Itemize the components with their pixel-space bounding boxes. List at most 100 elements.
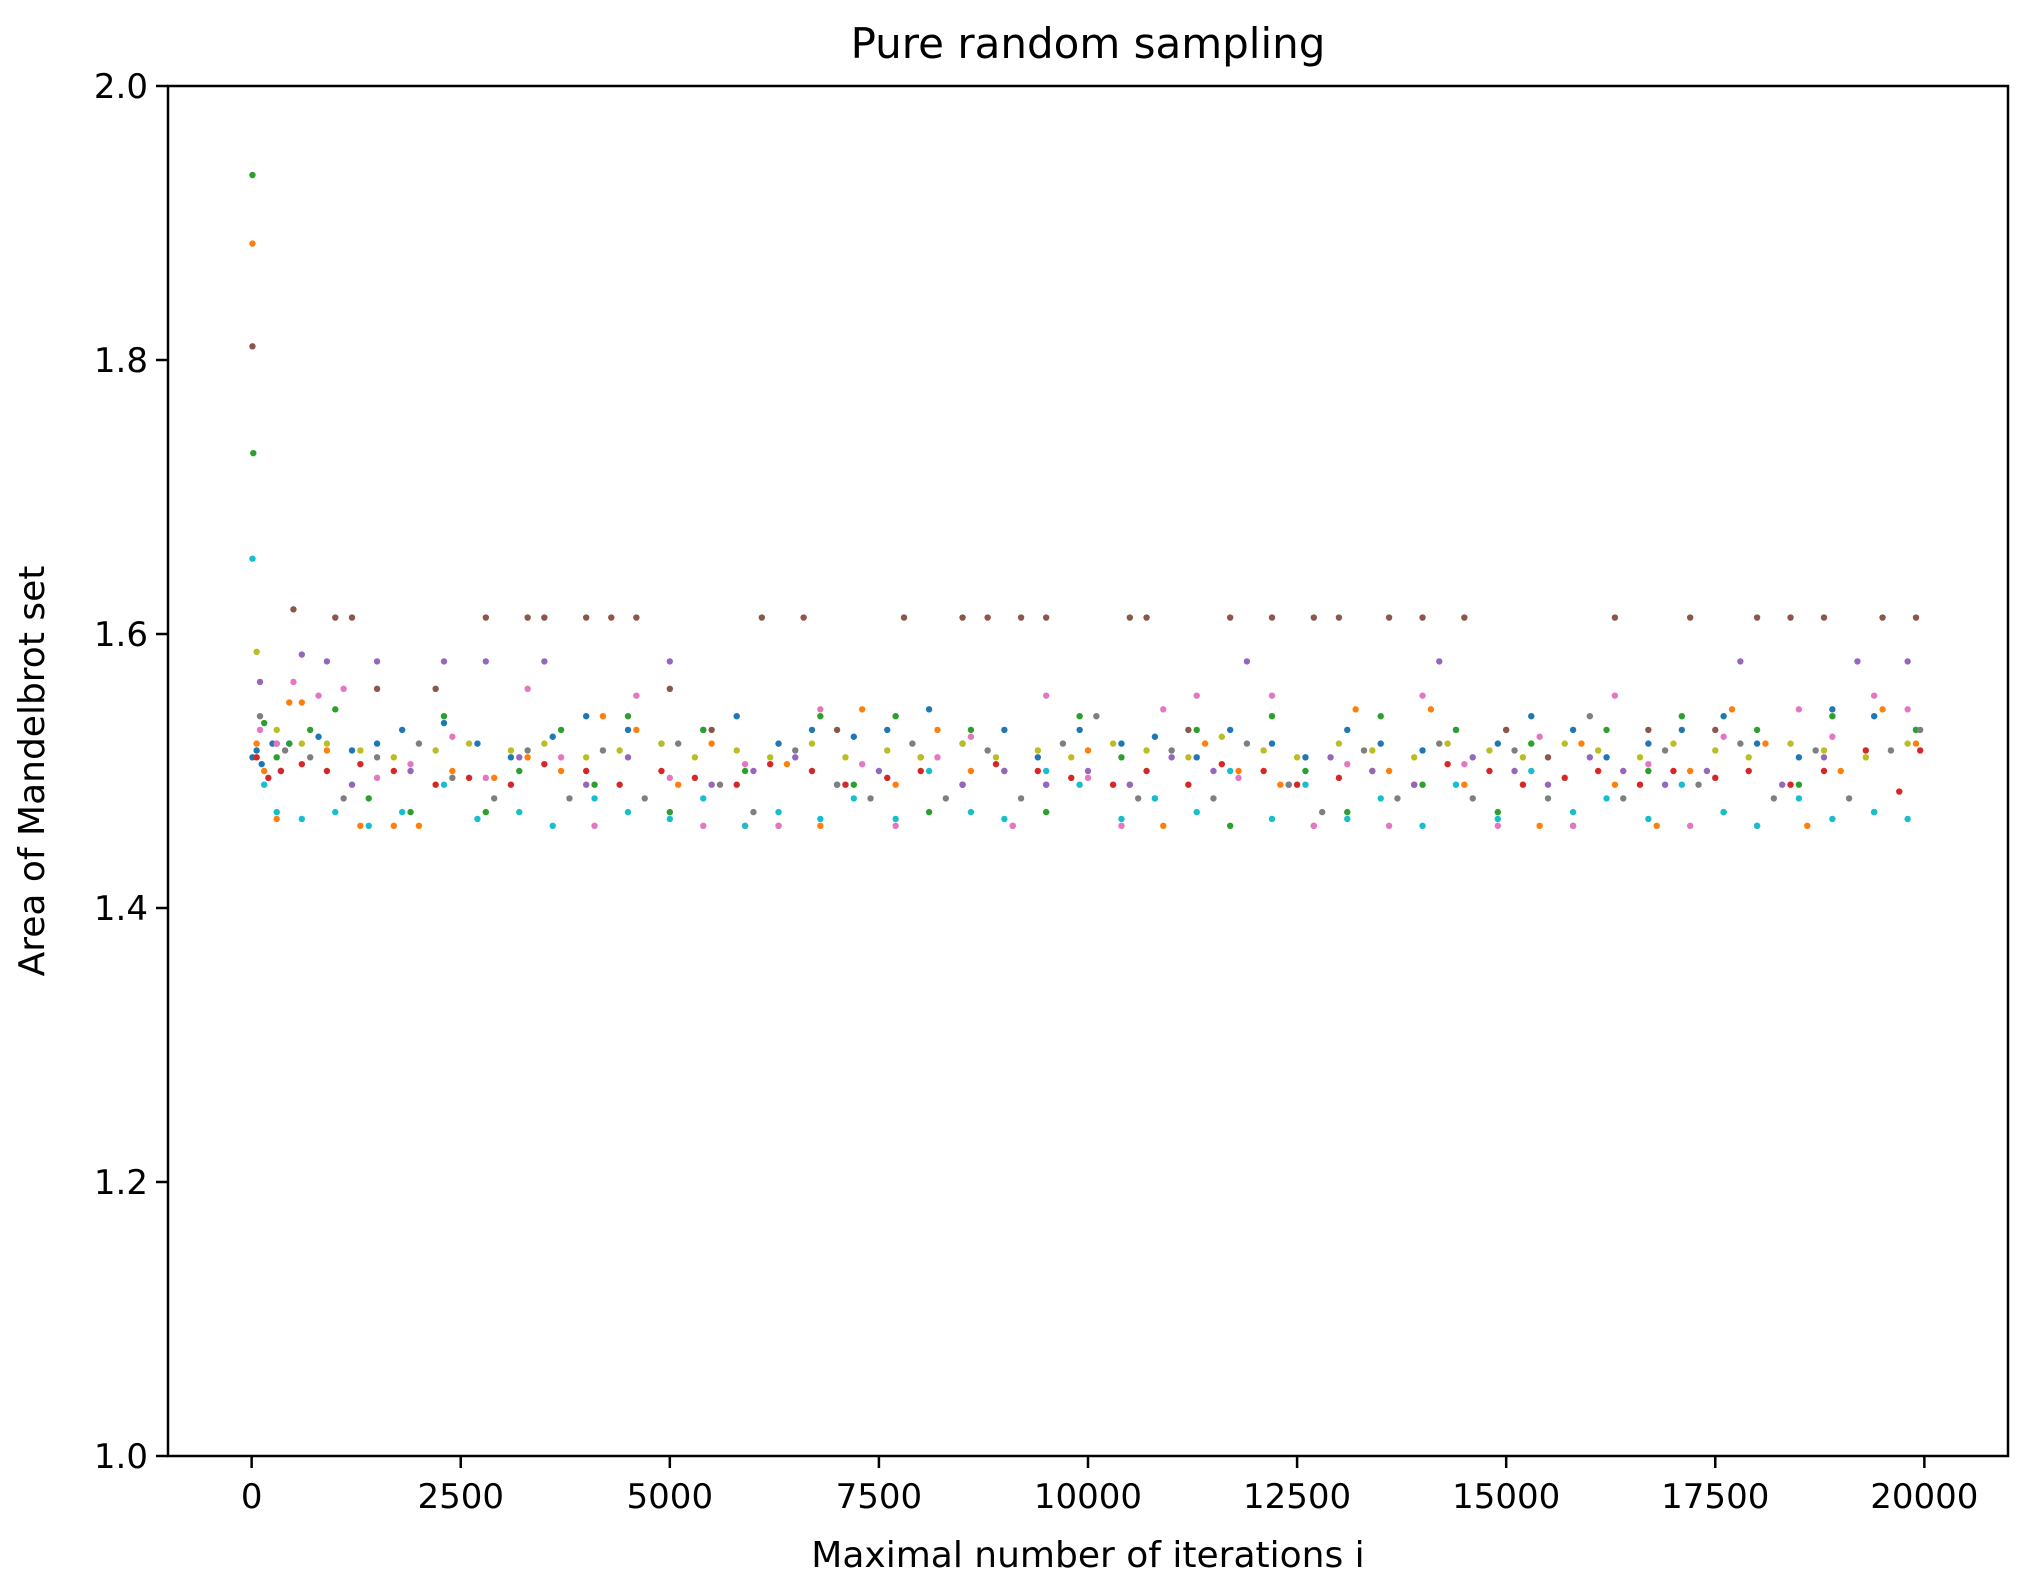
data-point (332, 808, 339, 816)
data-point (1084, 747, 1092, 754)
data-point (925, 706, 933, 713)
data-point (1912, 740, 1920, 747)
data-point (1753, 740, 1761, 747)
data-point (249, 343, 256, 350)
data-point (260, 719, 268, 727)
data-point (1511, 747, 1518, 754)
data-point (641, 795, 648, 802)
data-point (1243, 658, 1251, 665)
data-point (1812, 747, 1819, 754)
data-point (582, 767, 590, 775)
data-point (1829, 733, 1836, 740)
data-point (1795, 754, 1803, 761)
data-point (1293, 754, 1301, 761)
data-point (1419, 614, 1426, 621)
data-point (624, 754, 632, 761)
data-point (1611, 781, 1619, 788)
data-point (1084, 774, 1092, 782)
data-point (250, 449, 257, 457)
data-point (984, 614, 991, 621)
data-point (1645, 815, 1652, 823)
data-point (1611, 692, 1619, 699)
data-point (1870, 692, 1878, 699)
data-point (1862, 747, 1870, 754)
data-point (1410, 781, 1418, 788)
data-point (1494, 822, 1502, 829)
data-point (624, 808, 632, 816)
data-point (691, 774, 699, 782)
data-point (1193, 692, 1200, 699)
data-point (892, 822, 899, 829)
data-point (833, 781, 841, 788)
data-point (1670, 767, 1677, 775)
data-point (1268, 815, 1276, 823)
data-point (1185, 726, 1192, 734)
data-point (315, 733, 322, 740)
data-point (1645, 740, 1652, 747)
data-point (323, 740, 331, 747)
data-point (674, 781, 682, 788)
data-point (984, 747, 991, 754)
data-point (591, 781, 598, 788)
data-point (1302, 754, 1309, 761)
data-point (1603, 754, 1610, 761)
data-point (817, 713, 824, 720)
data-point (1268, 740, 1276, 747)
data-point (917, 754, 924, 761)
data-point (1904, 658, 1911, 665)
data-point (1820, 747, 1828, 754)
data-point (365, 795, 372, 802)
data-point (1469, 754, 1476, 761)
data-point (1912, 614, 1920, 621)
data-point (541, 760, 548, 768)
plot-frame (166, 84, 2010, 1458)
x-tick-label: 5000 (627, 1477, 714, 1517)
data-point (1737, 658, 1744, 665)
data-point (808, 740, 816, 747)
data-point (507, 754, 515, 761)
data-point (708, 740, 715, 747)
data-point (1369, 747, 1376, 754)
data-point (1226, 822, 1234, 829)
data-point (817, 815, 824, 823)
y-tick-label: 1.2 (94, 1163, 148, 1203)
data-point (1594, 747, 1602, 754)
data-point (440, 713, 448, 720)
data-point (1737, 740, 1744, 747)
data-point (1703, 767, 1711, 775)
data-point (490, 774, 498, 782)
data-point (524, 747, 531, 754)
data-point (624, 726, 632, 734)
data-point (1879, 706, 1886, 713)
data-point (1042, 767, 1050, 775)
y-tick-label: 1.4 (94, 889, 148, 929)
data-point (323, 747, 331, 754)
data-point (750, 767, 757, 775)
data-point (892, 815, 899, 823)
data-point (1151, 795, 1159, 802)
data-point (1134, 795, 1142, 802)
data-point (1068, 774, 1075, 782)
x-tick-label: 12500 (1243, 1477, 1351, 1517)
data-point (1678, 781, 1686, 788)
data-point (440, 781, 448, 788)
data-point (1720, 808, 1727, 816)
data-point (1695, 781, 1702, 788)
data-point (591, 822, 598, 829)
data-point (323, 658, 331, 665)
data-point (658, 767, 665, 775)
data-point (792, 754, 799, 761)
data-point (1310, 614, 1318, 621)
data-point (1686, 822, 1694, 829)
data-point (1168, 754, 1175, 761)
data-point (1829, 706, 1836, 713)
data-point (817, 706, 824, 713)
data-point (1017, 795, 1025, 802)
data-point (1042, 781, 1050, 788)
data-point (1712, 726, 1719, 734)
data-point (1461, 614, 1468, 621)
data-point (1436, 658, 1443, 665)
data-point (1528, 713, 1535, 720)
data-point (1636, 754, 1644, 761)
data-point (1795, 706, 1803, 713)
